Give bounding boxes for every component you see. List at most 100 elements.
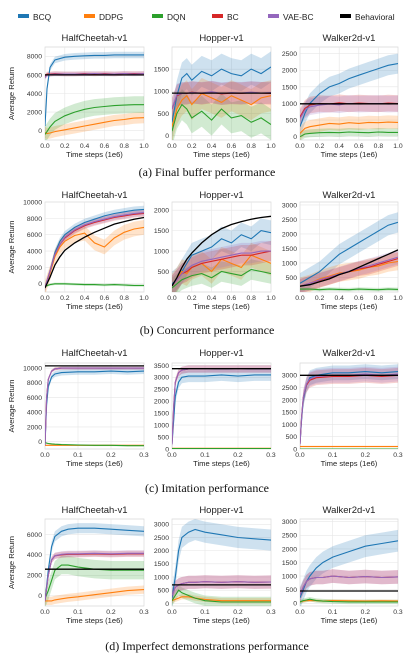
series-line-vae-bc bbox=[172, 581, 271, 596]
legend-swatch-ddpg bbox=[84, 14, 95, 18]
plot-area bbox=[44, 518, 145, 607]
y-tick-label: 0 bbox=[38, 439, 42, 446]
x-tick-label: 0.6 bbox=[227, 143, 237, 150]
band-dqn bbox=[45, 555, 144, 606]
legend-label-behavioral: Behavioral bbox=[355, 12, 395, 22]
y-tick-label: 2000 bbox=[282, 68, 297, 75]
series-line-ddpg bbox=[45, 589, 144, 602]
x-tick-label: 1.0 bbox=[139, 143, 149, 150]
y-tick-label: 3000 bbox=[154, 522, 169, 529]
x-tick-label: 0.2 bbox=[315, 143, 325, 150]
series-line-bcq bbox=[172, 374, 271, 445]
legend-label-vae-bc: VAE-BC bbox=[283, 12, 314, 22]
y-tick-label: 4000 bbox=[27, 552, 42, 559]
band-bcq bbox=[45, 523, 144, 606]
y-tick-label: 0 bbox=[38, 593, 42, 600]
x-tick-label: 0.6 bbox=[100, 295, 110, 302]
x-tick-label: 0.8 bbox=[119, 143, 129, 150]
chart-7: 0 2000 4000 6000 8000 10000 0.0 0.1 0.2 0.3 HalfCh… bbox=[7, 348, 149, 468]
x-tick-label: 1.0 bbox=[139, 295, 149, 302]
plot-series bbox=[300, 364, 398, 449]
y-tick-label: 2000 bbox=[282, 231, 297, 238]
plot-series bbox=[45, 205, 144, 292]
chart-title: Hopper-v1 bbox=[199, 33, 243, 44]
chart-title: HalfCheetah-v1 bbox=[61, 33, 127, 44]
y-tick-label: 8000 bbox=[27, 380, 42, 387]
series-line-ddpg bbox=[45, 117, 144, 135]
series-line-dqn bbox=[45, 283, 144, 287]
y-tick-label: 2000 bbox=[27, 110, 42, 117]
y-tick-label: 3000 bbox=[282, 519, 297, 526]
chart-title: Hopper-v1 bbox=[199, 505, 243, 516]
x-axis-label: Time steps (1e6) bbox=[193, 150, 250, 159]
y-tick-label: 3000 bbox=[282, 373, 297, 380]
series-line-behavioral bbox=[45, 216, 144, 289]
plot-area bbox=[171, 518, 272, 607]
y-tick-label: 1000 bbox=[282, 260, 297, 267]
y-tick-label: 2000 bbox=[27, 424, 42, 431]
x-tick-label: 0.8 bbox=[246, 143, 256, 150]
band-ddpg bbox=[45, 112, 144, 140]
caption-4: (d) Imperfect demonstrations performance bbox=[105, 639, 309, 653]
band-bcq bbox=[172, 519, 271, 606]
chart-4: 0 2000 4000 6000 8000 10000 0.0 0.2 0.4 0.6 0.8 1.0… bbox=[7, 190, 149, 311]
x-tick-label: 0.2 bbox=[233, 452, 243, 459]
legend-label-bcq: BCQ bbox=[33, 12, 52, 22]
plot-series bbox=[172, 51, 271, 140]
x-tick-label: 0.8 bbox=[119, 295, 129, 302]
y-tick-label: 1500 bbox=[154, 561, 169, 568]
y-tick-label: 2500 bbox=[282, 533, 297, 540]
y-tick-label: 0 bbox=[38, 281, 42, 288]
series-line-vae-bc bbox=[300, 373, 398, 445]
chart-title: HalfCheetah-v1 bbox=[61, 190, 127, 201]
legend-label-bc: BC bbox=[227, 12, 239, 22]
y-tick-label: 1500 bbox=[154, 228, 169, 235]
caption-1: (a) Final buffer performance bbox=[139, 165, 276, 179]
x-tick-label: 0.8 bbox=[246, 295, 256, 302]
legend-swatch-vae-bc bbox=[268, 14, 279, 18]
band-dqn bbox=[172, 89, 271, 140]
y-tick-label: 500 bbox=[158, 588, 170, 595]
legend-swatch-dqn bbox=[152, 14, 163, 18]
y-tick-label: 1500 bbox=[282, 84, 297, 91]
x-tick-label: 0.1 bbox=[200, 452, 210, 459]
y-tick-label: 10000 bbox=[23, 366, 42, 373]
series-line-bcq bbox=[300, 221, 398, 284]
plot-area bbox=[44, 201, 145, 293]
x-axis-label: Time steps (1e6) bbox=[193, 459, 250, 468]
caption-2: (b) Concurrent performance bbox=[140, 323, 275, 337]
x-tick-label: 0.6 bbox=[354, 143, 364, 150]
y-tick-label: 0 bbox=[293, 601, 297, 608]
series-line-bcq bbox=[45, 527, 144, 601]
chart-5: 500 1000 1500 2000 0.0 0.2 0.4 0.6 0.8 1.0 Hopper-… bbox=[154, 190, 276, 311]
y-tick-label: 6000 bbox=[27, 395, 42, 402]
y-tick-label: 1500 bbox=[282, 560, 297, 567]
plot-series bbox=[172, 215, 271, 292]
band-dqn bbox=[45, 96, 144, 140]
x-tick-label: 1.0 bbox=[266, 143, 276, 150]
x-tick-label: 1.0 bbox=[266, 295, 276, 302]
y-tick-label: 6000 bbox=[27, 72, 42, 79]
x-tick-label: 0.6 bbox=[100, 143, 110, 150]
y-tick-label: 500 bbox=[158, 434, 170, 441]
x-tick-label: 0.0 bbox=[40, 452, 50, 459]
x-tick-label: 0.6 bbox=[354, 295, 364, 302]
y-tick-label: 0 bbox=[165, 601, 169, 608]
legend-swatch-bcq bbox=[18, 14, 29, 18]
y-tick-label: 500 bbox=[286, 434, 298, 441]
x-axis-label: Time steps (1e6) bbox=[193, 616, 250, 625]
band-ddpg bbox=[300, 115, 398, 140]
x-axis-label: Time steps (1e6) bbox=[66, 150, 123, 159]
x-tick-label: 0.4 bbox=[334, 295, 344, 302]
x-tick-label: 0.2 bbox=[60, 143, 70, 150]
y-tick-label: 500 bbox=[158, 111, 170, 118]
chart-9: 0 500 1000 1500 2000 2500 3000 0.0 0.1 0.2 0.3 Walk… bbox=[282, 348, 403, 468]
x-tick-label: 0.2 bbox=[106, 609, 116, 616]
x-tick-label: 0.1 bbox=[73, 452, 83, 459]
chart-2: 0 500 1000 1500 0.0 0.2 0.4 0.6 0.8 1.0 Hopper-v1 T… bbox=[154, 33, 276, 159]
x-axis-label: Time steps (1e6) bbox=[193, 302, 250, 311]
y-tick-label: 1500 bbox=[282, 410, 297, 417]
y-tick-label: 2000 bbox=[154, 548, 169, 555]
x-tick-label: 0.2 bbox=[315, 295, 325, 302]
series-line-dqn bbox=[45, 441, 144, 447]
